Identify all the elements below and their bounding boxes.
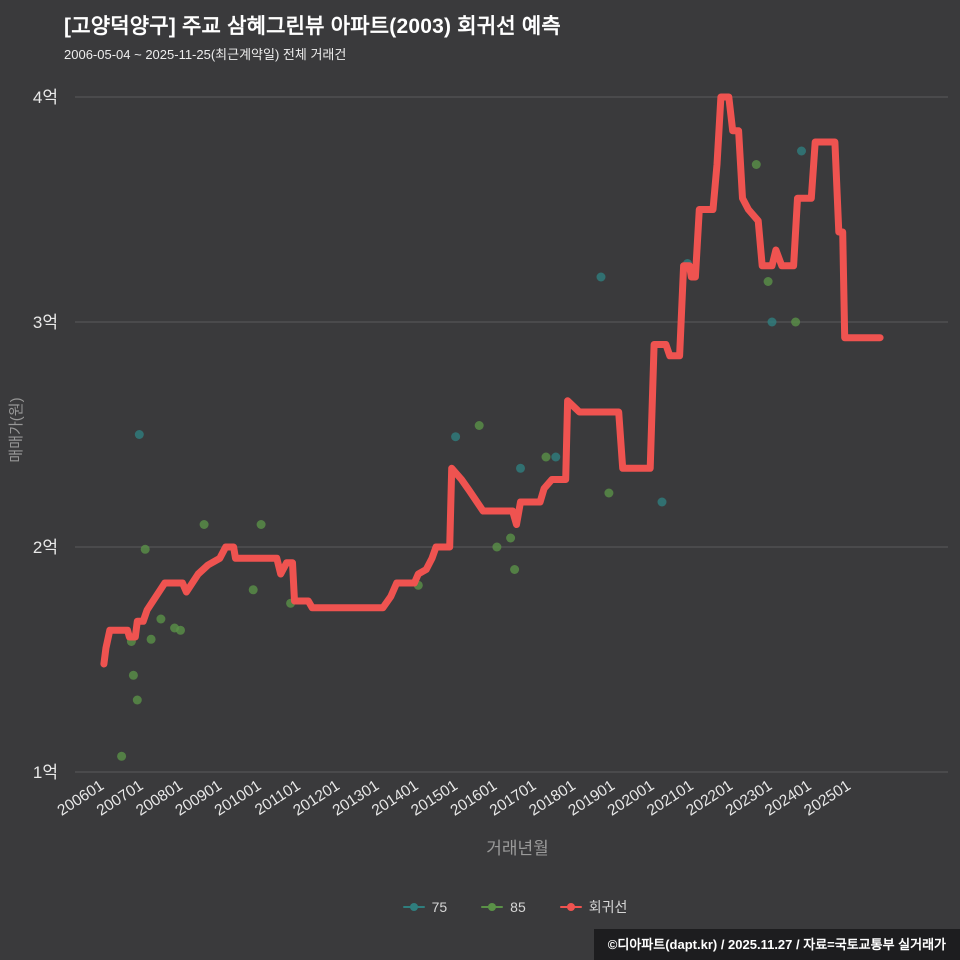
y-tick-label: 1억 <box>33 763 58 782</box>
x-axis-title: 거래년월 <box>486 839 549 858</box>
data-point-85 <box>751 160 761 169</box>
data-point-85 <box>541 452 551 462</box>
data-point-75 <box>451 432 461 442</box>
data-point-75 <box>797 146 806 156</box>
y-tick-label: 4억 <box>33 88 58 107</box>
legend-marker-85-icon <box>481 902 504 912</box>
data-point-85 <box>176 625 185 635</box>
y-axis-title: 매매가(원) <box>8 397 25 463</box>
page-title: [고양덕양구] 주교 삼혜그린뷰 아파트(2003) 회귀선 예측 <box>64 15 561 38</box>
legend-marker-75-icon <box>402 902 425 912</box>
footer-credit: ©디아파트(dapt.kr) / 2025.11.27 / 자료=국토교통부 실… <box>593 929 960 960</box>
y-tick-label: 3억 <box>33 313 58 332</box>
legend-item-regression[interactable]: 회귀선 <box>559 897 628 917</box>
data-point-85 <box>474 421 484 430</box>
data-point-75 <box>516 463 525 473</box>
data-point-85 <box>510 565 520 574</box>
data-point-75 <box>134 430 144 439</box>
data-point-85 <box>791 317 801 327</box>
data-point-85 <box>604 488 614 498</box>
data-point-75 <box>596 272 606 282</box>
data-point-85 <box>492 542 502 552</box>
data-point-85 <box>156 614 166 624</box>
data-point-75 <box>551 452 561 462</box>
data-point-85 <box>146 634 156 644</box>
data-point-75 <box>657 497 667 507</box>
page-subtitle: 2006-05-04 ~ 2025-11-25(최근계약일) 전체 거래건 <box>64 47 347 62</box>
legend-item-85[interactable]: 85 <box>481 899 526 915</box>
regression-line <box>100 93 884 668</box>
data-point-75 <box>767 317 777 327</box>
data-point-85 <box>248 585 258 595</box>
data-point-85 <box>506 533 516 543</box>
data-point-85 <box>117 751 127 761</box>
legend-marker-regression-icon <box>559 902 582 912</box>
data-point-85 <box>132 695 142 705</box>
legend-item-75[interactable]: 75 <box>402 899 448 915</box>
chart-legend: 75 85 회귀선 <box>0 897 960 917</box>
data-point-85 <box>763 277 773 286</box>
data-point-85 <box>128 670 138 680</box>
legend-label-regression: 회귀선 <box>588 899 628 915</box>
legend-label-85: 85 <box>510 899 526 915</box>
legend-label-75: 75 <box>431 899 448 915</box>
data-point-85 <box>199 520 209 529</box>
data-point-85 <box>140 544 150 554</box>
y-tick-label: 2억 <box>33 538 58 557</box>
chart-canvas: 1억2억3억4억20060120070120080120090120100120… <box>33 88 948 820</box>
data-point-85 <box>256 520 266 529</box>
